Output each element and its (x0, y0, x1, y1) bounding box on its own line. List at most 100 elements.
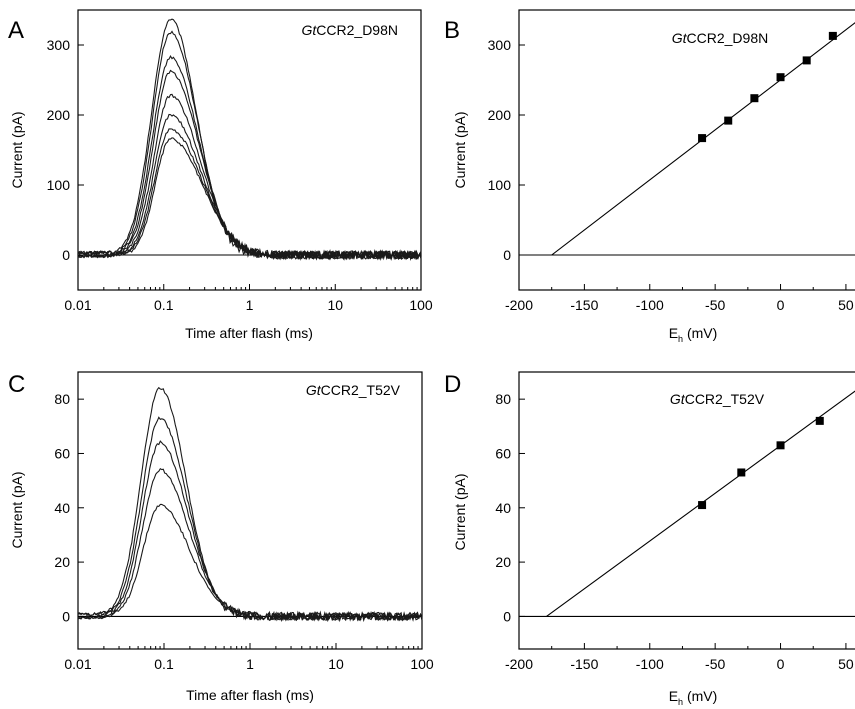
data-point-d (776, 441, 785, 450)
annotation-d-rest: CCR2_T52V (685, 391, 765, 407)
panel-d: D -200 -150 -100 -50 0 50 0 20 40 60 80 GtCCR2_T5… (444, 371, 855, 707)
data-point-b (724, 116, 733, 125)
x-tick-label-c: 0.01 (64, 656, 91, 672)
x-tick-label-c: 1 (246, 656, 254, 672)
y-tick-label-c: 0 (62, 608, 70, 624)
y-axis-title-c: Current (pA) (9, 471, 25, 548)
y-tick-label-b: 300 (488, 37, 512, 53)
current-trace-c (78, 503, 423, 623)
y-axis-title-b: Current (pA) (452, 111, 468, 188)
y-tick-label-b: 200 (488, 107, 512, 123)
x-ticks-b: -200 -150 -100 -50 0 50 (505, 284, 854, 313)
x-tick-label-a: 10 (327, 297, 343, 313)
y-axis-title-d: Current (pA) (452, 473, 468, 550)
y-axis-title-a: Current (pA) (9, 111, 25, 188)
panel-c: C 0.01 0.1 1 10 100 0 20 40 60 80 GtCCR2_T52V Ti… (8, 371, 434, 703)
x-ticks-d: -200 -150 -100 -50 0 50 (505, 643, 854, 672)
annotation-a-italic: Gt (302, 22, 318, 38)
x-axis-title-b: Eh (mV) (669, 325, 718, 344)
annotation-c-rest: CCR2_T52V (321, 382, 401, 398)
x-tick-label-d: -150 (570, 656, 598, 672)
x-tick-label-d: 0 (777, 656, 785, 672)
x-tick-label-d: 50 (838, 656, 854, 672)
y-tick-label-a: 100 (47, 177, 71, 193)
x-axis-title-b-unit: (mV) (683, 325, 717, 341)
x-tick-label-d: -100 (636, 656, 664, 672)
x-tick-label-b: 50 (838, 297, 854, 313)
x-tick-label-d: -50 (705, 656, 725, 672)
annotation-c-italic: Gt (306, 382, 322, 398)
annotation-b-rest: CCR2_D98N (687, 30, 769, 46)
x-tick-label-d: -200 (505, 656, 533, 672)
current-trace-a (77, 18, 422, 261)
current-trace-a (77, 93, 422, 261)
annotation-b: GtCCR2_D98N (672, 30, 768, 46)
x-tick-label-b: -200 (505, 297, 533, 313)
y-ticks-b: 0 100 200 300 (488, 37, 525, 263)
x-tick-label-c: 10 (328, 656, 344, 672)
panel-letter-c: C (8, 371, 25, 398)
annotation-d-italic: Gt (670, 391, 686, 407)
x-axis-title-d: Eh (mV) (669, 688, 718, 707)
x-axis-title-c: Time after flash (ms) (186, 687, 314, 703)
y-ticks-a: 0 100 200 300 (47, 37, 84, 263)
x-axis-title-a: Time after flash (ms) (185, 325, 313, 341)
data-point-d (815, 416, 824, 425)
panel-letter-b: B (444, 17, 460, 44)
x-tick-label-b: -150 (570, 297, 598, 313)
current-trace-a (77, 137, 422, 262)
y-tick-label-b: 100 (488, 177, 512, 193)
plot-frame-c (77, 371, 423, 650)
current-trace-a (77, 30, 422, 261)
data-point-b (750, 94, 759, 103)
markers-d (546, 390, 855, 617)
annotation-b-italic: Gt (672, 30, 688, 46)
data-point-b (698, 134, 707, 143)
y-tick-label-a: 300 (47, 37, 71, 53)
plot-frame-a (77, 9, 422, 291)
x-axis-title-d-main: E (669, 688, 678, 704)
x-axis-title-d-sub: h (678, 697, 683, 707)
x-tick-label-b: -100 (636, 297, 664, 313)
y-ticks-c: 0 20 40 60 80 (54, 391, 84, 624)
y-tick-label-a: 200 (47, 107, 71, 123)
y-tick-label-c: 60 (54, 445, 70, 461)
data-point-b (776, 73, 785, 82)
x-tick-label-a: 1 (246, 297, 254, 313)
y-tick-label-d: 60 (495, 445, 511, 461)
current-trace-a (77, 128, 422, 261)
y-tick-label-d: 0 (503, 608, 511, 624)
y-tick-label-d: 40 (495, 500, 511, 516)
data-point-d (698, 501, 707, 510)
data-point-d (737, 468, 746, 477)
x-tick-label-b: 0 (777, 297, 785, 313)
plot-frame-d (518, 371, 855, 650)
current-trace-c (77, 440, 423, 623)
current-trace-a (77, 54, 422, 261)
x-tick-label-c: 0.1 (154, 656, 174, 672)
x-tick-label-c: 100 (410, 656, 434, 672)
traces-c (77, 386, 423, 623)
x-axis-title-b-main: E (669, 325, 678, 341)
data-point-b (802, 56, 811, 65)
panel-letter-a: A (8, 17, 24, 44)
y-ticks-d: 0 20 40 60 80 (495, 391, 525, 624)
panel-b: B -200 -150 -100 -50 0 50 0 100 200 300 GtCCR2_D… (444, 9, 855, 344)
current-trace-a (77, 69, 422, 261)
y-tick-label-c: 80 (54, 391, 70, 407)
y-tick-label-a: 0 (62, 247, 70, 263)
current-trace-c (78, 467, 423, 623)
x-tick-label-a: 0.01 (64, 297, 91, 313)
x-ticks-c: 0.01 0.1 1 10 100 (64, 643, 434, 672)
current-trace-c (77, 416, 423, 623)
x-tick-label-a: 100 (409, 297, 433, 313)
data-point-b (828, 31, 837, 40)
annotation-a: GtCCR2_D98N (302, 22, 398, 38)
plot-frame-b (518, 9, 855, 291)
annotation-c: GtCCR2_T52V (306, 382, 401, 398)
annotation-d: GtCCR2_T52V (670, 391, 765, 407)
y-tick-label-b: 0 (503, 247, 511, 263)
x-tick-label-b: -50 (705, 297, 725, 313)
x-axis-title-d-unit: (mV) (683, 688, 717, 704)
